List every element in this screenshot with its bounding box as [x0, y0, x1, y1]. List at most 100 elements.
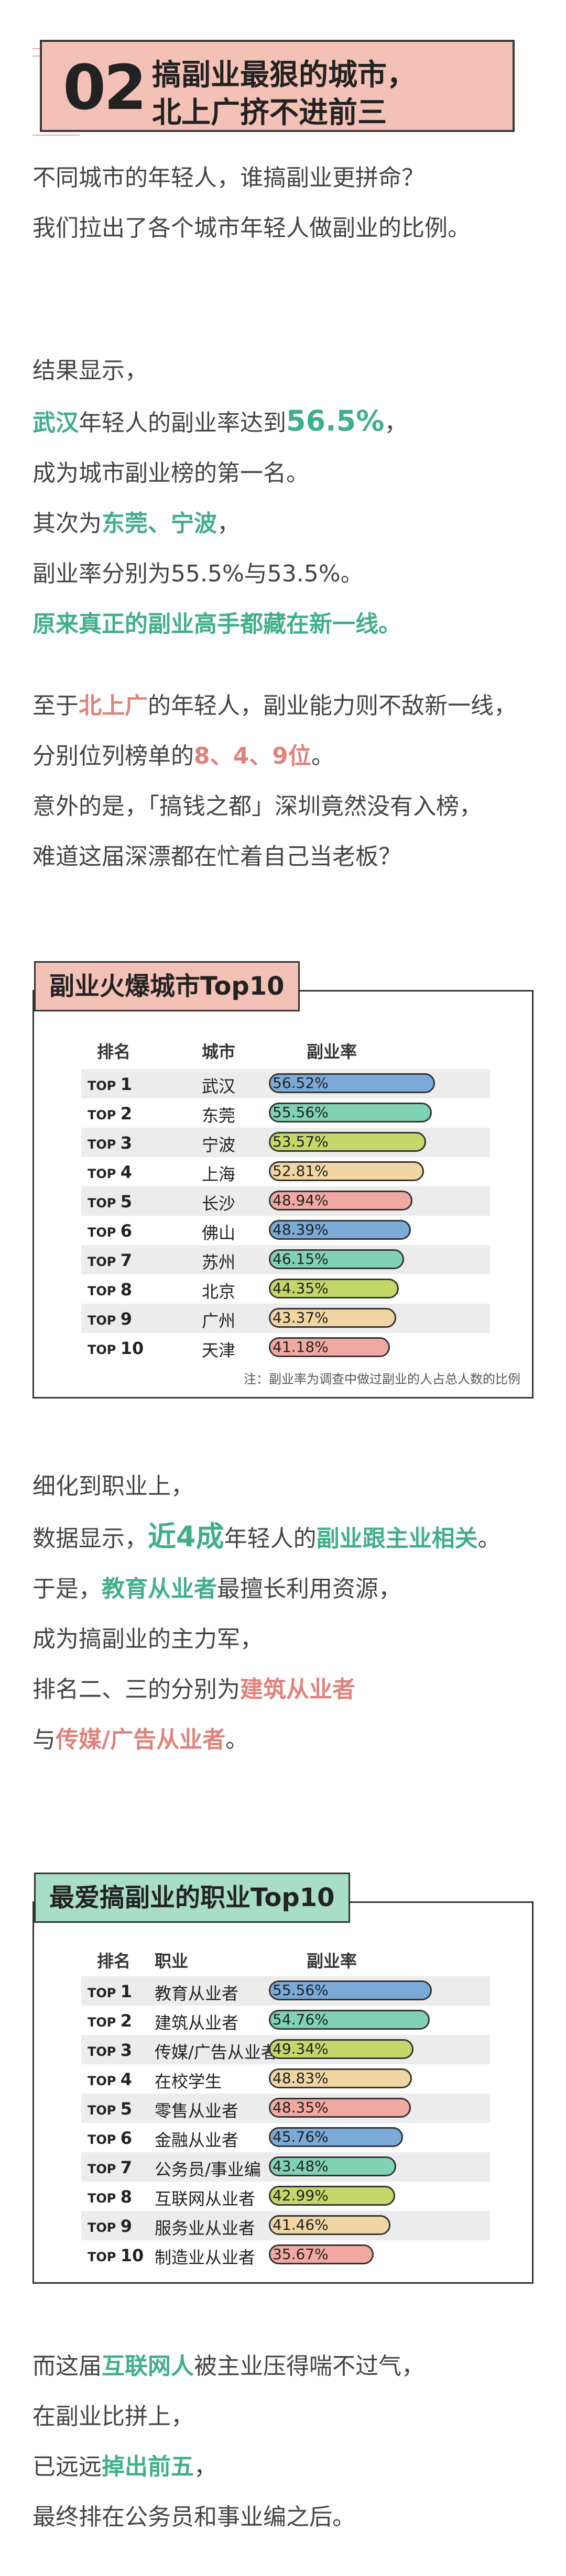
table-row: TOP 5 零售从业者 48.35% — [81, 2094, 490, 2123]
row-name: 服务业从业者 — [155, 2218, 256, 2238]
tier1-paragraph: 至于北上广的年轻人，副业能力则不敌新一线， 分别位列榜单的8、4、9位。 意外的… — [32, 692, 517, 870]
rate-label: 41.46% — [273, 2216, 329, 2233]
table-row: TOP 7 苏州 46.15% — [81, 1245, 490, 1274]
row-name: 佛山 — [202, 1223, 236, 1243]
rank-label: TOP 8 — [88, 1280, 132, 1300]
row-name: 北京 — [202, 1282, 236, 1302]
rank-tag: TOP — [88, 2162, 121, 2176]
rate-label: 43.37% — [273, 1309, 329, 1326]
table-row: TOP 5 长沙 48.94% — [81, 1186, 490, 1216]
table-title: 副业火爆城市Top10 — [34, 961, 300, 1011]
col-name: 职业 — [155, 1951, 189, 1971]
rank-number: 4 — [120, 2069, 132, 2089]
rank-label: TOP 3 — [88, 1133, 132, 1153]
rate-bar: 42.99% — [269, 2186, 395, 2206]
row-name: 苏州 — [202, 1252, 236, 1272]
rank-number: 9 — [120, 1309, 132, 1329]
rate-bar: 54.76% — [269, 2010, 430, 2030]
rank-tag: TOP — [88, 2132, 121, 2147]
rank-number: 7 — [120, 2157, 132, 2177]
rate-bar: 43.48% — [269, 2156, 396, 2176]
result-paragraph: 结果显示， 武汉年轻人的副业率达到56.5%， 成为城市副业榜的第一名。 其次为… — [32, 357, 408, 637]
rank-label: TOP 7 — [88, 2157, 132, 2177]
rank-number: 9 — [120, 2216, 132, 2236]
rank-label: TOP 4 — [88, 2069, 132, 2089]
rate-bar: 55.56% — [269, 1103, 432, 1122]
rank-label: TOP 5 — [88, 1192, 132, 1212]
rate-label: 48.94% — [273, 1192, 329, 1209]
rank-number: 6 — [120, 1221, 132, 1241]
rank-label: TOP 7 — [88, 1250, 132, 1270]
rank-label: TOP 2 — [88, 1104, 132, 1124]
rate-label: 35.67% — [273, 2245, 329, 2263]
rank-label: TOP 6 — [88, 2128, 132, 2148]
rate-label: 43.48% — [273, 2157, 329, 2175]
rank-tag: TOP — [88, 1342, 121, 1357]
rate-bar: 48.35% — [269, 2098, 411, 2118]
rate-label: 49.34% — [273, 2040, 329, 2057]
rate-label: 48.83% — [273, 2069, 329, 2087]
rate-label: 52.81% — [273, 1162, 329, 1180]
rank-number: 10 — [120, 1338, 144, 1358]
row-name: 制造业从业者 — [155, 2248, 256, 2267]
row-name: 金融从业者 — [155, 2130, 239, 2150]
row-name: 零售从业者 — [155, 2101, 239, 2121]
row-name: 东莞 — [202, 1106, 236, 1126]
rank-label: TOP 1 — [88, 1981, 132, 2001]
table-row: TOP 10 制造业从业者 35.67% — [81, 2240, 490, 2270]
rank-label: TOP 10 — [88, 1338, 144, 1358]
rank-number: 5 — [120, 2099, 132, 2119]
col-rank: 排名 — [97, 1951, 131, 1971]
rate-label: 53.57% — [273, 1133, 329, 1150]
rank-tag: TOP — [88, 2191, 121, 2206]
rate-label: 54.76% — [273, 2011, 329, 2028]
header-box: 02 搞副业最狠的城市， 北上广挤不进前三 — [40, 40, 515, 132]
rank-tag: TOP — [88, 1254, 121, 1269]
rank-tag: TOP — [88, 2250, 121, 2264]
rate-label: 42.99% — [273, 2187, 329, 2204]
table-row: TOP 1 教育从业者 55.56% — [81, 1976, 490, 2006]
rate-bar: 48.83% — [269, 2068, 412, 2088]
rank-label: TOP 9 — [88, 1309, 132, 1329]
job-rank-table: 最爱搞副业的职业Top10 排名 职业 副业率 TOP 1 教育从业者 55.56%… — [32, 1873, 534, 2284]
row-name: 武汉 — [202, 1076, 236, 1096]
city-rank-table: 副业火爆城市Top10 排名 城市 副业率 TOP 1 武汉 56.52% TOP 2… — [32, 961, 534, 1399]
row-name: 公务员/事业编 — [155, 2160, 261, 2179]
rank-label: TOP 9 — [88, 2216, 132, 2236]
rank-tag: TOP — [88, 2015, 121, 2030]
rate-label: 46.15% — [273, 1250, 329, 1268]
rank-tag: TOP — [88, 2074, 121, 2088]
rank-tag: TOP — [88, 1108, 121, 1122]
rank-number: 2 — [120, 1104, 132, 1124]
rank-number: 1 — [120, 1074, 132, 1094]
row-name: 长沙 — [202, 1194, 236, 1214]
table-row: TOP 2 东莞 55.56% — [81, 1098, 490, 1128]
rank-label: TOP 3 — [88, 2040, 132, 2060]
rate-bar: 49.34% — [269, 2039, 413, 2059]
table-row: TOP 8 互联网从业者 42.99% — [81, 2182, 490, 2211]
rate-label: 56.52% — [273, 1074, 329, 1092]
rate-label: 41.18% — [273, 1338, 329, 1356]
table-row: TOP 6 佛山 48.39% — [81, 1216, 490, 1245]
section-header: 02 搞副业最狠的城市， 北上广挤不进前三 — [32, 32, 525, 140]
internet-paragraph: 而这届互联网人被主业压得喘不过气， 在副业比拼上， 已远远掉出前五， 最终排在公… — [32, 2353, 424, 2530]
rate-bar: 41.18% — [269, 1337, 390, 1357]
rate-bar: 46.15% — [269, 1249, 404, 1269]
rank-number: 7 — [120, 1250, 132, 1270]
row-name: 宁波 — [202, 1135, 236, 1155]
row-name: 互联网从业者 — [155, 2189, 256, 2209]
rank-tag: TOP — [88, 1225, 121, 1240]
table-title: 最爱搞副业的职业Top10 — [34, 1873, 350, 1923]
table-row: TOP 8 北京 44.35% — [81, 1274, 490, 1304]
rank-tag: TOP — [88, 1196, 121, 1210]
rate-label: 48.35% — [273, 2099, 329, 2116]
rate-label: 55.56% — [273, 1981, 329, 1999]
job-paragraph: 细化到职业上， 数据显示，近4成年轻人的副业跟主业相关。 于是，教育从业者最擅长… — [32, 1473, 501, 1753]
rate-bar: 45.76% — [269, 2127, 403, 2147]
section-number: 02 — [63, 51, 147, 124]
rate-bar: 35.67% — [269, 2244, 374, 2264]
table-row: TOP 7 公务员/事业编 43.48% — [81, 2152, 490, 2182]
col-rate: 副业率 — [307, 1951, 357, 1971]
rate-bar: 43.37% — [269, 1308, 396, 1328]
row-name: 在校学生 — [155, 2072, 222, 2091]
